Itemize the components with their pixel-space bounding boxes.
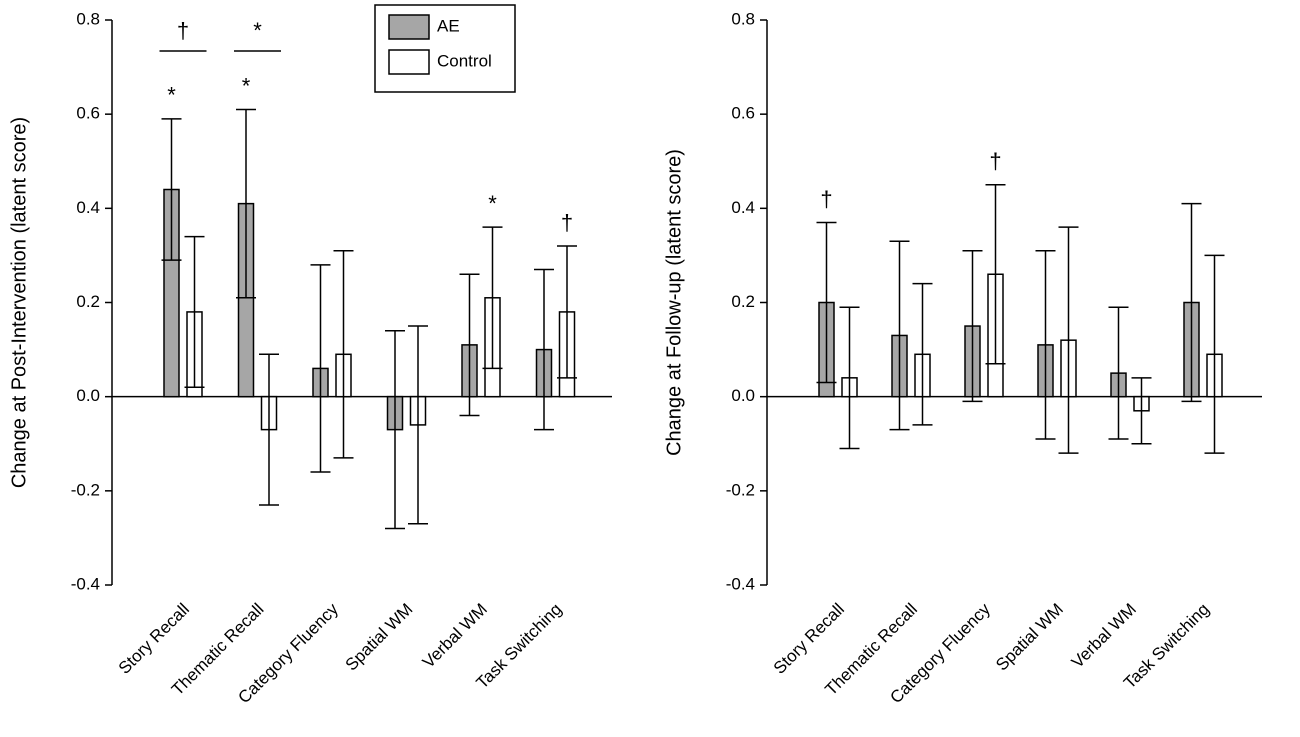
y-axis-label: Change at Post-Intervention (latent scor… [8, 117, 30, 488]
error-bar [385, 330, 405, 530]
y-tick-label: -0.4 [71, 574, 100, 593]
error-bar [1035, 249, 1056, 440]
error-bar [1204, 254, 1225, 454]
error-bar [310, 264, 331, 473]
significance-mark: * [167, 83, 176, 108]
y-tick-label: 0.0 [731, 386, 755, 405]
y-tick-label: 0.6 [76, 104, 100, 123]
x-tick-label: Spatial WM [992, 600, 1067, 675]
y-tick-label: 0.4 [76, 198, 100, 217]
y-axis-label: Change at Follow-up (latent score) [663, 149, 685, 456]
x-tick-label: Verbal WM [1068, 600, 1140, 672]
significance-mark: † [561, 210, 573, 235]
significance-mark: * [242, 73, 251, 98]
error-bar [1058, 226, 1079, 454]
y-tick-label: -0.2 [71, 480, 100, 499]
x-tick-label: Verbal WM [419, 600, 491, 672]
x-tick-label: Spatial WM [342, 600, 417, 675]
legend: AE Control [374, 4, 516, 93]
error-bar [889, 240, 910, 431]
error-bar [259, 353, 279, 506]
legend-swatch [388, 14, 430, 40]
y-tick-label: 0.8 [731, 9, 755, 28]
y-tick-label: 0.8 [76, 9, 100, 28]
y-tick-label: -0.4 [726, 574, 755, 593]
error-bar [912, 282, 933, 426]
error-bar [1181, 202, 1202, 403]
y-tick-label: 0.0 [76, 386, 100, 405]
legend-label: AE [437, 16, 460, 35]
y-tick-label: -0.2 [726, 480, 755, 499]
legend-swatch [388, 49, 430, 75]
y-tick-label: 0.2 [731, 292, 755, 311]
significance-mark: * [488, 191, 497, 216]
error-bar [236, 108, 256, 299]
error-bar [184, 235, 205, 388]
error-bar [534, 268, 554, 431]
x-tick-label: Story Recall [115, 600, 193, 678]
error-bar [1131, 377, 1152, 445]
error-bar [1108, 306, 1129, 440]
y-tick-label: 0.6 [731, 104, 755, 123]
error-bar [459, 273, 480, 417]
x-tick-label: Story Recall [770, 600, 848, 678]
significance-mark: * [253, 18, 262, 43]
significance-mark: † [820, 186, 832, 211]
error-bar [816, 221, 837, 384]
significance-mark: † [989, 149, 1001, 174]
error-bar [985, 184, 1006, 365]
error-bar [839, 306, 860, 450]
error-bar [161, 118, 182, 261]
y-tick-label: 0.4 [731, 198, 755, 217]
legend-label: Control [437, 51, 492, 70]
error-bar [482, 226, 503, 370]
error-bar [962, 249, 983, 403]
error-bar [333, 249, 354, 459]
panel: -0.4 -0.2 0.0 0.2 0.4 0.6 0.8 Change at Post-In… [8, 4, 612, 707]
error-bar [408, 325, 428, 525]
panel: -0.4 -0.2 0.0 0.2 0.4 0.6 0.8 Change at Follow-… [663, 9, 1262, 707]
y-tick-label: 0.2 [76, 292, 100, 311]
significance-mark: † [177, 18, 189, 43]
error-bar [557, 245, 577, 379]
